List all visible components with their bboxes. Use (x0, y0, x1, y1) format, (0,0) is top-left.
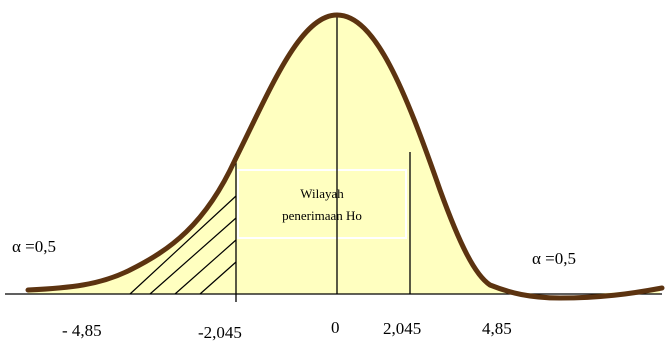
tick-label-neg-t-calc: - 4,85 (62, 321, 102, 340)
region-label-line1: Wilayah (300, 186, 344, 201)
tick-label-pos-t-calc: 4,85 (482, 319, 512, 338)
bell-curve (25, 12, 665, 301)
rejection-region-hatching (129, 195, 237, 295)
tick-label-neg-t-table: -2,045 (198, 323, 242, 342)
curve-fill-area (28, 15, 660, 294)
acceptance-region-box (237, 169, 407, 239)
region-label-line2: penerimaan Ho (282, 208, 362, 223)
alpha-left-label: α =0,5 (12, 237, 56, 256)
tick-label-pos-t-table: 2,045 (383, 319, 421, 338)
tick-label-zero: 0 (331, 318, 340, 337)
alpha-right-label: α =0,5 (532, 249, 576, 268)
